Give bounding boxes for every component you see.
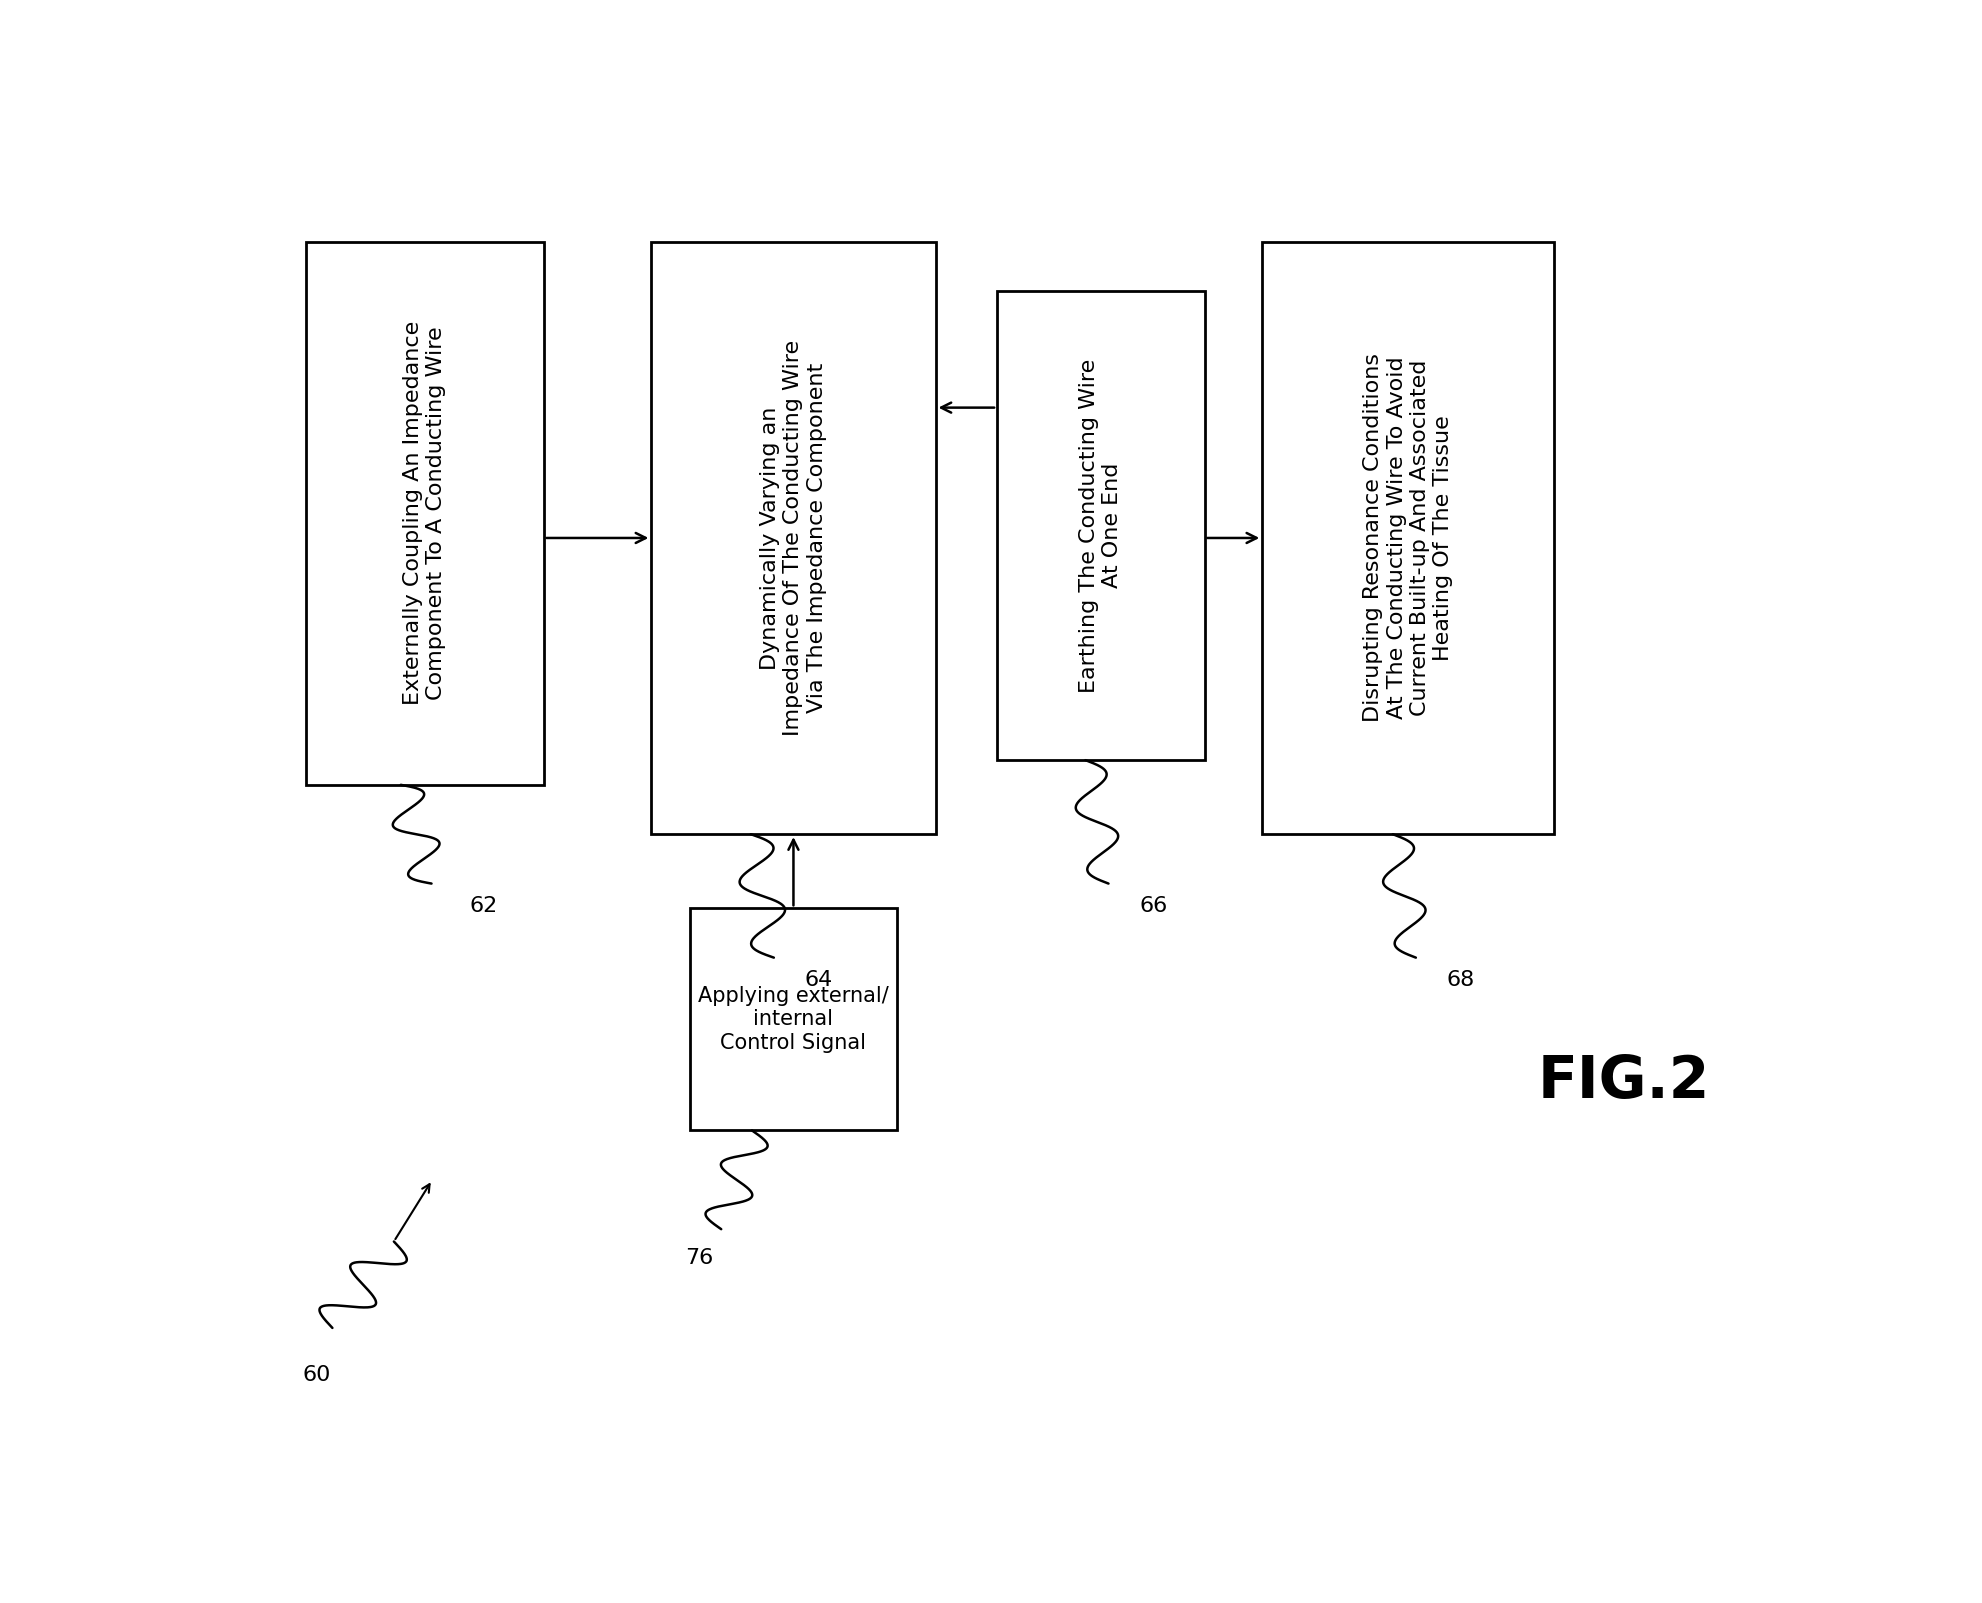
Bar <box>305 242 543 785</box>
Text: Disrupting Resonance Conditions
At The Conducting Wire To Avoid
Current Built-up: Disrupting Resonance Conditions At The C… <box>1364 354 1453 723</box>
Text: 64: 64 <box>805 970 832 991</box>
Text: 66: 66 <box>1140 896 1167 915</box>
Text: 62: 62 <box>470 896 497 915</box>
Bar <box>650 242 936 834</box>
Text: 76: 76 <box>686 1247 714 1268</box>
Text: Externally Coupling An Impedance
Component To A Conducting Wire: Externally Coupling An Impedance Compone… <box>402 321 446 705</box>
Bar <box>1263 242 1554 834</box>
Text: Applying external/
internal
Control Signal: Applying external/ internal Control Sign… <box>698 986 888 1053</box>
Bar <box>997 292 1203 760</box>
Bar <box>690 909 896 1130</box>
Text: Dynamically Varying an
Impedance Of The Conducting Wire
Via The Impedance Compon: Dynamically Varying an Impedance Of The … <box>759 340 826 736</box>
Text: FIG.2: FIG.2 <box>1536 1053 1708 1109</box>
Text: Earthing The Conducting Wire
At One End: Earthing The Conducting Wire At One End <box>1078 359 1122 692</box>
Text: 60: 60 <box>303 1366 331 1385</box>
Text: 68: 68 <box>1447 970 1475 991</box>
